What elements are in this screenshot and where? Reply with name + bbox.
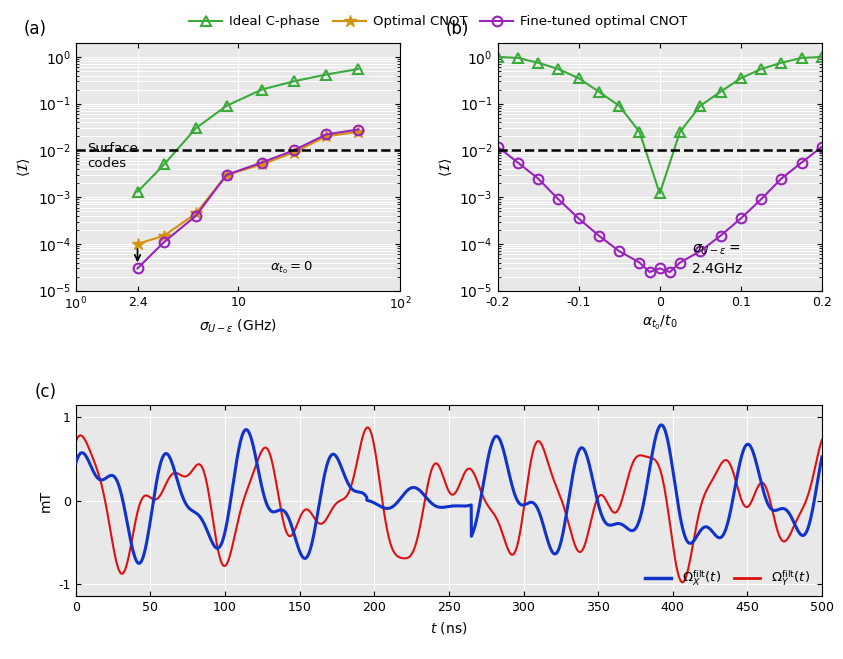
X-axis label: $t$ (ns): $t$ (ns) [430, 620, 468, 636]
Text: (c): (c) [35, 383, 56, 401]
Y-axis label: $\langle \mathcal{I} \rangle$: $\langle \mathcal{I} \rangle$ [437, 157, 454, 177]
Legend: $\Omega_X^{\mathrm{filt}}(t)$, $\Omega_Y^{\mathrm{filt}}(t)$: $\Omega_X^{\mathrm{filt}}(t)$, $\Omega_Y… [640, 563, 815, 594]
Text: (b): (b) [446, 20, 469, 38]
X-axis label: $\sigma_{U-\epsilon}$ (GHz): $\sigma_{U-\epsilon}$ (GHz) [199, 318, 277, 335]
X-axis label: $\alpha_{t_0}/t_0$: $\alpha_{t_0}/t_0$ [642, 314, 678, 332]
Legend: Ideal C-phase, Optimal CNOT, Fine-tuned optimal CNOT: Ideal C-phase, Optimal CNOT, Fine-tuned … [184, 10, 693, 34]
Text: (a): (a) [24, 20, 47, 38]
Text: Surface
codes: Surface codes [87, 142, 138, 170]
Text: $\sigma_{U-\epsilon} =$
2.4GHz: $\sigma_{U-\epsilon} =$ 2.4GHz [692, 243, 743, 276]
Y-axis label: mT: mT [39, 490, 53, 511]
Y-axis label: $\langle \mathcal{I} \rangle$: $\langle \mathcal{I} \rangle$ [15, 157, 32, 177]
Text: $\alpha_{t_0} = 0$: $\alpha_{t_0} = 0$ [271, 260, 314, 276]
